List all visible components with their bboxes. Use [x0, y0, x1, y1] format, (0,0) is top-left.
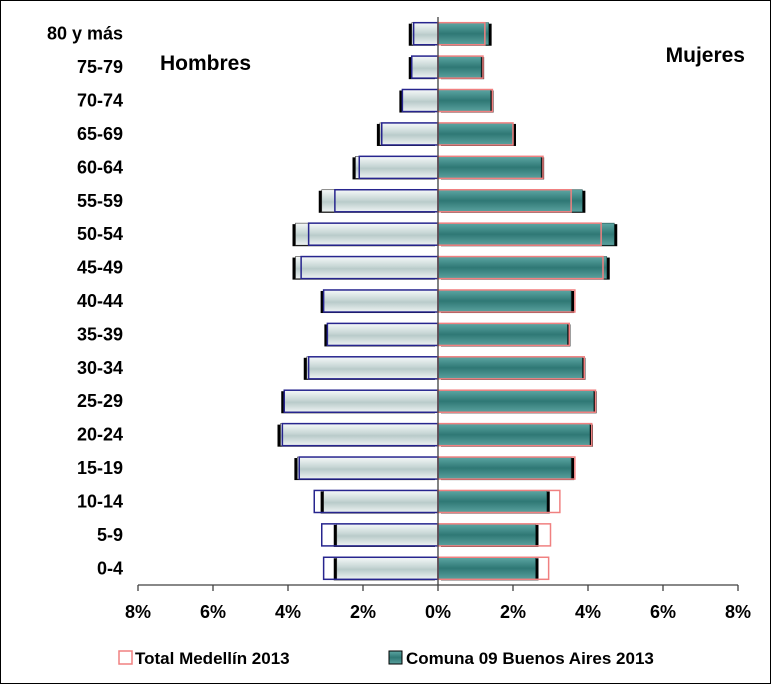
bar-hombres-comuna-50-54	[295, 222, 439, 246]
y-tick-label-70-74: 70-74	[77, 91, 123, 111]
bar-hombres-comuna-65-69	[379, 122, 439, 146]
x-tick-label-0: 8%	[125, 602, 151, 622]
x-tick-label-4: 0%	[425, 602, 451, 622]
bar-mujeres-comuna-50-54	[437, 222, 615, 246]
bar-mujeres-comuna-40-44	[437, 289, 572, 313]
y-tick-label-45-49: 45-49	[77, 258, 123, 278]
labels-layer: 0-4 5-9 10-14 15-19 20-24 25-29 30-34 35-39 40-4…	[47, 24, 751, 622]
x-tick-label-5: 2%	[500, 602, 526, 622]
y-tick-label-15-19: 15-19	[77, 458, 123, 478]
bar-hombres-comuna-40-44	[323, 289, 439, 313]
bar-mujeres-comuna-5-9	[437, 523, 536, 547]
bar-mujeres-comuna-75-79	[437, 55, 482, 79]
bar-mujeres-comuna-15-19	[437, 456, 572, 480]
bar-hombres-comuna-10-14	[323, 490, 439, 513]
y-tick-label-75-79: 75-79	[77, 57, 123, 77]
y-tick-label-20-24: 20-24	[77, 425, 123, 445]
legend-swatch-total-medellin	[118, 650, 133, 665]
axes-layer	[137, 17, 739, 591]
x-tick-label-7: 6%	[650, 602, 676, 622]
bar-mujeres-comuna-35-39	[437, 323, 568, 346]
y-tick-label-35-39: 35-39	[77, 324, 123, 344]
x-tick-label-1: 6%	[200, 602, 226, 622]
bar-hombres-comuna-15-19	[297, 456, 439, 480]
bar-hombres-comuna-60-64	[355, 156, 439, 179]
y-tick-label-80-y-m-s: 80 y más	[47, 24, 123, 44]
bar-hombres-comuna-20-24	[280, 423, 439, 446]
right-side-title: Mujeres	[666, 44, 745, 67]
bar-mujeres-comuna-80-y-m-s	[437, 22, 489, 46]
y-tick-label-30-34: 30-34	[77, 358, 123, 378]
bar-mujeres-comuna-45-49	[437, 256, 608, 279]
legend-swatch-comuna-09	[388, 650, 403, 665]
y-tick-label-40-44: 40-44	[77, 291, 123, 311]
bar-mujeres-comuna-30-34	[437, 356, 583, 380]
bar-hombres-comuna-45-49	[295, 256, 439, 279]
bar-hombres-comuna-35-39	[327, 323, 439, 346]
y-tick-label-0-4: 0-4	[97, 558, 123, 578]
x-tick-label-8: 8%	[725, 602, 751, 622]
bar-hombres-comuna-75-79	[411, 55, 439, 79]
bar-hombres-comuna-25-29	[283, 389, 439, 413]
bar-mujeres-comuna-65-69	[437, 122, 514, 146]
y-tick-label-65-69: 65-69	[77, 124, 123, 144]
bar-mujeres-comuna-20-24	[437, 423, 591, 446]
bar-hombres-comuna-70-74	[402, 89, 439, 112]
bar-hombres-comuna-30-34	[306, 356, 439, 380]
bar-hombres-comuna-0-4	[336, 556, 439, 580]
bar-mujeres-comuna-70-74	[437, 89, 491, 112]
bar-mujeres-comuna-25-29	[437, 389, 594, 413]
x-tick-label-3: 2%	[350, 602, 376, 622]
legend-label-total-medellin: Total Medellín 2013	[135, 649, 290, 668]
x-tick-label-2: 4%	[275, 602, 301, 622]
bar-mujeres-comuna-0-4	[437, 556, 536, 580]
left-side-title: Hombres	[160, 52, 251, 75]
y-tick-label-25-29: 25-29	[77, 391, 123, 411]
x-tick-label-6: 4%	[575, 602, 601, 622]
bar-hombres-comuna-55-59	[321, 189, 439, 213]
legend: Total Medellín 2013 Comuna 09 Buenos Air…	[118, 649, 654, 668]
y-tick-label-10-14: 10-14	[77, 491, 123, 511]
bars-layer	[277, 21, 618, 581]
bar-mujeres-comuna-10-14	[437, 490, 548, 513]
bar-mujeres-comuna-55-59	[437, 189, 583, 213]
y-tick-label-55-59: 55-59	[77, 191, 123, 211]
bar-hombres-comuna-5-9	[336, 523, 439, 547]
bar-mujeres-comuna-60-64	[437, 156, 542, 179]
bar-hombres-comuna-80-y-m-s	[411, 22, 439, 46]
y-tick-label-60-64: 60-64	[77, 157, 123, 177]
y-tick-label-50-54: 50-54	[77, 224, 123, 244]
y-tick-label-5-9: 5-9	[97, 525, 123, 545]
legend-label-comuna-09: Comuna 09 Buenos Aires 2013	[406, 649, 654, 668]
